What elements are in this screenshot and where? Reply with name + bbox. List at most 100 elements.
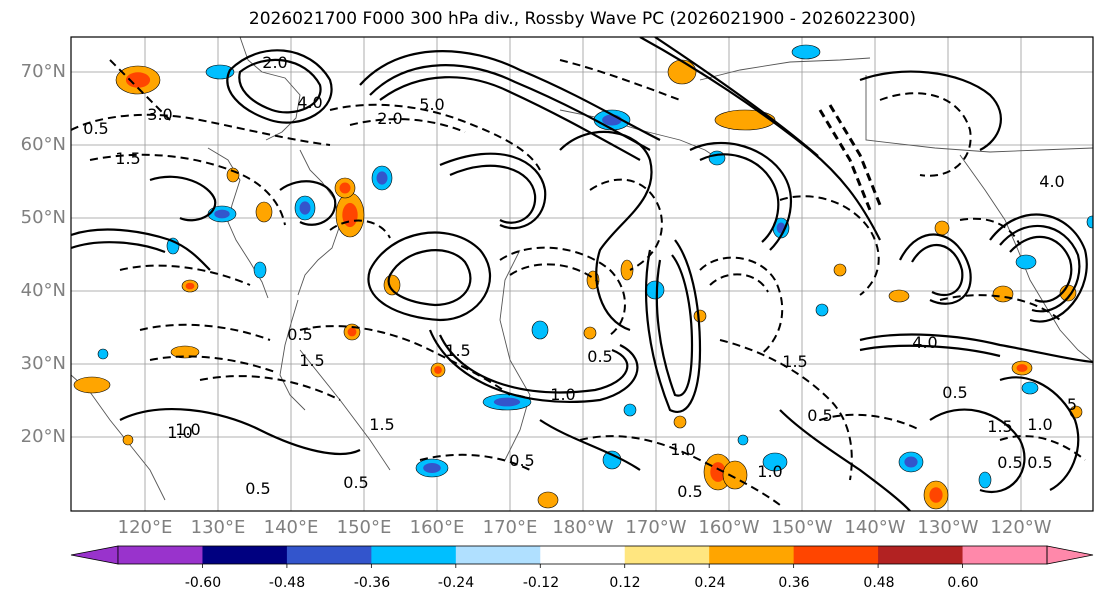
strong-negative-divergence-area <box>214 209 230 219</box>
strong-negative-divergence-area <box>493 397 521 407</box>
negative-divergence-area <box>531 320 549 340</box>
colorbar-segment <box>286 546 372 564</box>
colorbar-tick-label: -0.60 <box>184 575 222 591</box>
contour-label: 0.5 <box>245 479 270 498</box>
contour-label: 0.5 <box>587 347 612 366</box>
colorbar-segment <box>118 546 203 564</box>
positive-divergence-area <box>73 376 111 394</box>
map-frame <box>70 36 1094 512</box>
contour-label: 0.5 <box>942 383 967 402</box>
colorbar-frame <box>117 545 1048 565</box>
lon-label: 170°E <box>482 517 538 538</box>
negative-divergence-area <box>97 348 109 360</box>
map-background <box>71 37 1093 511</box>
lon-label: 130°E <box>190 517 246 538</box>
colorbar-segment <box>202 546 288 564</box>
strong-negative-divergence-area <box>376 171 388 185</box>
contour-labels: 4.0 5.0 2.0 2.0 1.5 3.0 4.0 1.0 5 1.5 0.5 0.5 1.5 1.0… <box>83 53 1077 501</box>
contour-label: 0.5 <box>997 453 1022 472</box>
contour-label: 2.0 <box>262 53 287 72</box>
positive-divergence-area <box>620 259 634 281</box>
colorbar-segment <box>962 546 1048 564</box>
lon-label: 140°W <box>844 517 906 538</box>
positive-divergence-area <box>714 109 776 131</box>
contour-label: 2.0 <box>377 109 402 128</box>
colorbar-tick-label: 0.24 <box>694 575 726 591</box>
strong-positive-divergence-area <box>710 462 726 482</box>
lon-label: 140°E <box>263 517 319 538</box>
lon-label: 130°W <box>917 517 979 538</box>
colorbar-segment <box>540 546 626 564</box>
contour-label: 1.5 <box>115 149 140 168</box>
strong-positive-divergence-area <box>185 282 195 290</box>
lon-label: 120°W <box>990 517 1052 538</box>
lat-label: 30°N <box>20 353 66 374</box>
colorbar-tick-label: 0.12 <box>609 575 641 591</box>
contour-label: 1.0 <box>175 420 200 439</box>
contour-label: 1.5 <box>782 352 807 371</box>
strong-positive-divergence-area <box>339 182 351 194</box>
lat-label: 50°N <box>20 207 66 228</box>
contour-label: 5 <box>1067 395 1077 414</box>
contour-label: 1.0 <box>757 462 782 481</box>
negative-divergence-area <box>1015 254 1037 270</box>
strong-negative-divergence-area <box>299 201 311 215</box>
positive-divergence-area <box>122 434 134 446</box>
colorbar-segment <box>878 546 964 564</box>
contour-label: 1.5 <box>445 341 470 360</box>
negative-divergence-area <box>737 434 749 446</box>
dashed-contours <box>71 59 1086 506</box>
colorbar-tick-label: -0.48 <box>268 575 306 591</box>
lat-label: 20°N <box>20 426 66 447</box>
negative-divergence-area <box>762 452 788 472</box>
negative-divergence-area <box>1086 215 1093 229</box>
contour-label: 3.0 <box>147 105 172 124</box>
negative-shading <box>97 44 1093 489</box>
strong-negative-divergence-area <box>423 463 441 473</box>
colorbar-segment <box>793 546 879 564</box>
lon-label: 150°E <box>336 517 392 538</box>
lon-label: 160°E <box>409 517 465 538</box>
strong-positive-divergence-area <box>125 72 151 88</box>
contour-label: 0.5 <box>677 482 702 501</box>
positive-shading <box>73 59 1083 510</box>
contour-label: 1.0 <box>167 423 192 442</box>
colorbar-segment <box>624 546 710 564</box>
positive-divergence-area <box>888 289 910 303</box>
lon-label: 180°W <box>552 517 614 538</box>
colorbar-segment <box>709 546 795 564</box>
contour-label: 1.0 <box>1027 415 1052 434</box>
positive-divergence-area <box>673 415 687 429</box>
contour-label: 5.0 <box>419 95 444 114</box>
positive-divergence-area <box>170 345 200 359</box>
contour-label: 1.5 <box>369 415 394 434</box>
contour-label: 4.0 <box>297 93 322 112</box>
colorbar-tick-label: -0.36 <box>353 575 391 591</box>
colorbar-extend-low <box>70 545 119 565</box>
lat-label: 40°N <box>20 280 66 301</box>
lon-label: 160°W <box>698 517 760 538</box>
negative-divergence-area <box>978 471 992 489</box>
colorbar-segments <box>70 545 1094 568</box>
contour-label: 1.5 <box>987 417 1012 436</box>
contour-label: 0.5 <box>83 119 108 138</box>
strong-positive-divergence-area <box>1016 364 1028 372</box>
colorbar-tick-label: -0.12 <box>522 575 560 591</box>
contour-label: 0.5 <box>807 406 832 425</box>
lat-label: 70°N <box>20 61 66 82</box>
contour-label: 4.0 <box>912 333 937 352</box>
colorbar-tick-label: 0.36 <box>778 575 810 591</box>
negative-divergence-area <box>815 303 829 317</box>
solid-contours <box>71 37 1093 511</box>
contour-label: 1.5 <box>299 351 324 370</box>
colorbar-tick-label: 0.48 <box>863 575 895 591</box>
strong-positive-divergence-area <box>342 202 358 228</box>
positive-divergence-area <box>537 491 559 509</box>
colorbar-tick-label: -0.24 <box>437 575 475 591</box>
colorbar-extend-high <box>1046 545 1094 565</box>
lat-label: 60°N <box>20 134 66 155</box>
contour-label: 0.5 <box>509 451 534 470</box>
lon-label: 170°W <box>625 517 687 538</box>
positive-divergence-area <box>583 326 597 340</box>
